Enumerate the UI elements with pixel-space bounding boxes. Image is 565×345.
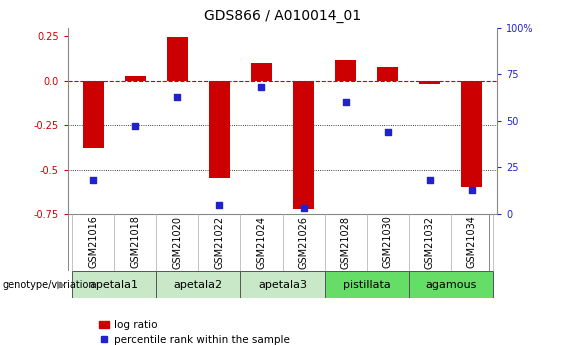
Point [341, 99, 350, 105]
Text: GSM21026: GSM21026 [298, 216, 308, 269]
Text: genotype/variation: genotype/variation [3, 280, 95, 289]
Text: apetala3: apetala3 [258, 280, 307, 289]
Bar [419, 81, 440, 85]
Bar [293, 81, 314, 209]
Bar [335, 60, 356, 81]
Point [383, 129, 392, 135]
Text: GSM21030: GSM21030 [383, 216, 393, 268]
Bar [167, 37, 188, 81]
Text: pistillata: pistillata [343, 280, 390, 289]
Point [173, 94, 182, 99]
Text: agamous: agamous [425, 280, 477, 289]
Point [131, 124, 140, 129]
Bar [377, 67, 398, 81]
Text: GSM21032: GSM21032 [425, 216, 435, 269]
Bar [325, 271, 409, 298]
Bar [409, 271, 493, 298]
Text: GSM21034: GSM21034 [467, 216, 477, 268]
Text: GSM21022: GSM21022 [214, 216, 224, 269]
Text: GSM21024: GSM21024 [257, 216, 267, 269]
Bar [251, 63, 272, 81]
Point [299, 206, 308, 211]
Point [89, 178, 98, 183]
Text: apetala2: apetala2 [174, 280, 223, 289]
Text: ▶: ▶ [56, 280, 66, 289]
Bar [125, 76, 146, 81]
Bar [156, 271, 240, 298]
Bar [209, 81, 230, 178]
Text: GSM21020: GSM21020 [172, 216, 182, 269]
Text: GSM21028: GSM21028 [341, 216, 351, 269]
Text: GSM21018: GSM21018 [130, 216, 140, 268]
Point [215, 202, 224, 207]
Bar [82, 81, 103, 148]
Bar [72, 271, 156, 298]
Point [467, 187, 476, 193]
Legend: log ratio, percentile rank within the sample: log ratio, percentile rank within the sa… [94, 316, 294, 345]
Point [425, 178, 434, 183]
Text: apetala1: apetala1 [90, 280, 138, 289]
Point [257, 85, 266, 90]
Bar [240, 271, 325, 298]
Bar [462, 81, 483, 187]
Text: GDS866 / A010014_01: GDS866 / A010014_01 [204, 9, 361, 23]
Text: GSM21016: GSM21016 [88, 216, 98, 268]
